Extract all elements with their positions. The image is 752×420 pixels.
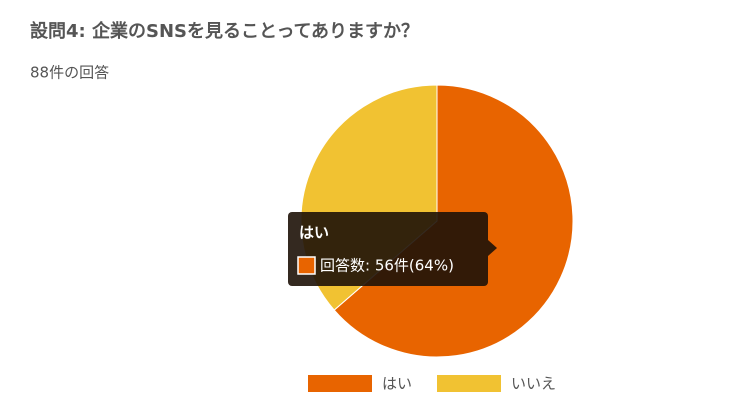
legend: はい いいえ [308, 375, 556, 393]
tooltip-label: 回答数: 56件(64%) [320, 257, 454, 275]
tooltip-box [288, 212, 488, 286]
chart-subtitle: 88件の回答 [30, 64, 109, 82]
legend-swatch [437, 375, 501, 392]
legend-label: いいえ [511, 375, 556, 393]
legend-swatch [308, 375, 372, 392]
tooltip-arrow [488, 240, 497, 256]
tooltip: はい 回答数: 56件(64%) [288, 212, 497, 286]
chart-title: 設問4: 企業のSNSを見ることってありますか？ [30, 20, 419, 42]
legend-label: はい [382, 375, 412, 393]
tooltip-title: はい [299, 224, 329, 242]
tooltip-swatch [297, 256, 316, 275]
